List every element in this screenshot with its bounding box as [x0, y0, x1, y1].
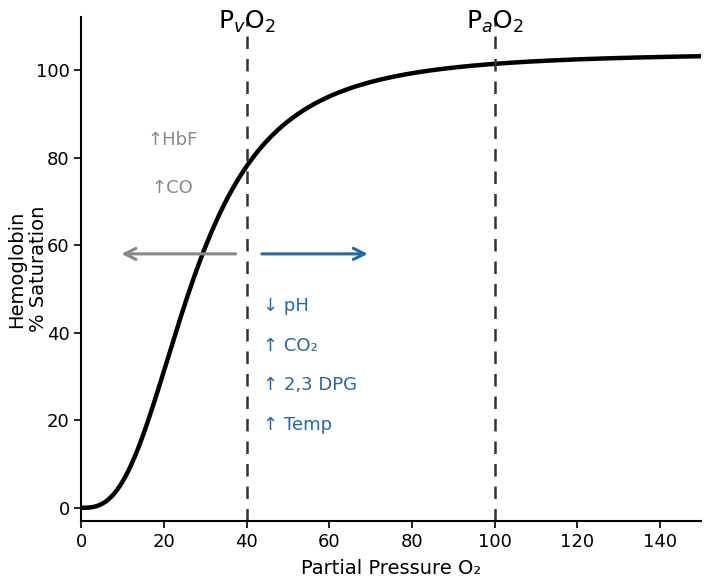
Text: P$_{a}$O$_{2}$: P$_{a}$O$_{2}$	[465, 9, 523, 35]
X-axis label: Partial Pressure O₂: Partial Pressure O₂	[301, 559, 481, 578]
Text: ↑CO: ↑CO	[152, 179, 193, 197]
Text: ↑ CO₂: ↑ CO₂	[263, 337, 318, 355]
Text: ↓ pH: ↓ pH	[263, 297, 309, 315]
Text: ↑ 2,3 DPG: ↑ 2,3 DPG	[263, 376, 358, 394]
Text: ↑ Temp: ↑ Temp	[263, 415, 332, 433]
Y-axis label: Hemoglobin
% Saturation: Hemoglobin % Saturation	[7, 206, 48, 332]
Text: P$_{v}$O$_{2}$: P$_{v}$O$_{2}$	[218, 9, 275, 35]
Text: ↑HbF: ↑HbF	[147, 131, 198, 149]
